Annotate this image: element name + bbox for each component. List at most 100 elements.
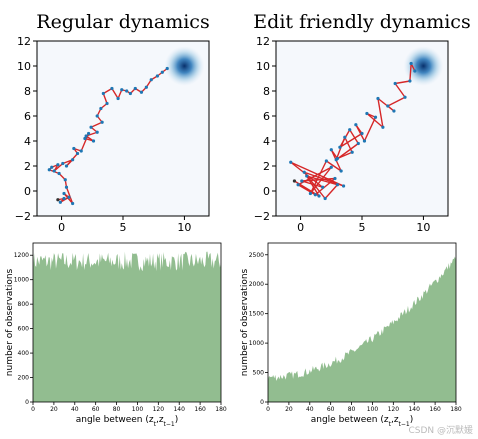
trajectory-point bbox=[47, 168, 51, 172]
trajectory-point bbox=[403, 95, 407, 99]
trajectory-point bbox=[91, 139, 96, 143]
trajectory-point bbox=[125, 89, 129, 93]
trajectory-point bbox=[354, 123, 358, 127]
target-distribution-1 bbox=[403, 46, 444, 86]
trajectory-point bbox=[62, 196, 66, 201]
x-tick-label: 100 bbox=[132, 406, 144, 413]
trajectory-point bbox=[64, 185, 69, 189]
trajectory-point bbox=[302, 170, 306, 174]
x-tick-label: 40 bbox=[71, 406, 79, 413]
trajectory-point bbox=[343, 135, 347, 139]
target-distribution-0 bbox=[164, 46, 205, 86]
trajectory-point bbox=[56, 163, 60, 167]
y-tick-label: 6 bbox=[263, 110, 270, 123]
trajectory-point bbox=[339, 169, 343, 173]
trajectory-point bbox=[386, 104, 390, 108]
x-tick-label: 80 bbox=[113, 406, 121, 413]
trajectory-point bbox=[393, 81, 397, 86]
y-tick-label: 4 bbox=[263, 135, 270, 148]
trajectory-point bbox=[329, 165, 333, 169]
y-tick-label: 0 bbox=[260, 399, 264, 406]
x-tick-label: 40 bbox=[306, 406, 314, 413]
y-tick-label: 800 bbox=[18, 301, 30, 308]
trajectory-point bbox=[72, 146, 76, 151]
x-tick-label: 160 bbox=[429, 406, 441, 413]
trajectory-point bbox=[79, 149, 83, 153]
y-tick-label: 500 bbox=[253, 370, 265, 377]
x-tick-label: 120 bbox=[388, 406, 400, 413]
chart-title: Regular dynamics bbox=[36, 11, 209, 33]
trajectory-point bbox=[296, 183, 300, 187]
trajectory-point bbox=[365, 111, 369, 116]
trajectory-point bbox=[308, 191, 312, 196]
trajectory-point bbox=[83, 136, 87, 141]
x-tick-label: 120 bbox=[153, 406, 165, 413]
trajectory-point bbox=[381, 125, 385, 129]
trajectory-point bbox=[300, 179, 304, 183]
trajectory-point bbox=[110, 86, 114, 91]
x-tick-label: 80 bbox=[348, 406, 356, 413]
trajectory-point bbox=[289, 160, 293, 164]
y-tick-label: 0 bbox=[24, 185, 31, 198]
trajectory-segment bbox=[65, 187, 74, 204]
y-tick-label: 6 bbox=[24, 110, 31, 123]
x-tick-label: 60 bbox=[327, 406, 335, 413]
trajectory-point bbox=[95, 130, 99, 134]
trajectory-segment bbox=[297, 184, 316, 196]
x-tick-label: 10 bbox=[416, 221, 430, 234]
trajectory-segment bbox=[309, 166, 332, 194]
trajectory-point bbox=[362, 139, 367, 143]
y-tick-label: 1500 bbox=[249, 311, 264, 318]
y-tick-label: 1000 bbox=[249, 340, 264, 347]
trajectory-point bbox=[409, 61, 413, 66]
trajectory-point bbox=[313, 193, 317, 197]
watermark: CSDN @沉默媛 bbox=[408, 424, 473, 436]
trajectory-point bbox=[323, 196, 327, 201]
y-tick-label: 8 bbox=[24, 85, 31, 98]
x-tick-label: 100 bbox=[367, 406, 379, 413]
y-tick-label: 0 bbox=[25, 399, 29, 406]
x-tick-label: 20 bbox=[50, 406, 58, 413]
trajectory-segment bbox=[297, 166, 332, 186]
trajectory-segment bbox=[325, 160, 342, 172]
plot-frame-2 bbox=[32, 242, 222, 403]
trajectory-point bbox=[120, 88, 124, 92]
trajectory-point bbox=[61, 161, 65, 166]
y-axis-label: number of observations bbox=[5, 268, 15, 376]
x-tick-label: 0 bbox=[297, 221, 304, 234]
trajectory-point bbox=[292, 179, 297, 183]
trajectory-segment bbox=[314, 177, 336, 196]
trajectory-segment bbox=[394, 83, 406, 98]
trajectory-segment bbox=[301, 180, 323, 188]
trajectory-point bbox=[57, 171, 61, 176]
y-tick-label: 2 bbox=[263, 160, 270, 173]
trajectory-point bbox=[62, 191, 66, 196]
trajectory-point bbox=[329, 148, 333, 152]
x-tick-label: 160 bbox=[194, 406, 206, 413]
trajectory-point bbox=[360, 131, 364, 136]
trajectory-point bbox=[128, 91, 132, 96]
histogram-bars-2 bbox=[33, 251, 221, 402]
y-tick-label: 0 bbox=[263, 185, 270, 198]
y-tick-label: 10 bbox=[17, 60, 31, 73]
y-axis-label: number of observations bbox=[240, 268, 250, 376]
trajectory-point bbox=[116, 96, 120, 101]
y-tick-label: 12 bbox=[17, 35, 31, 48]
trajectory-point bbox=[84, 134, 88, 138]
trajectory-point bbox=[317, 194, 321, 198]
x-tick-label: 0 bbox=[31, 406, 35, 413]
x-tick-label: 0 bbox=[266, 406, 270, 413]
trajectory-point bbox=[71, 158, 75, 162]
trajectory-point bbox=[392, 109, 396, 113]
y-tick-label: 2 bbox=[24, 160, 31, 173]
y-tick-label: −2 bbox=[15, 210, 31, 223]
x-tick-label: 10 bbox=[177, 221, 191, 234]
trajectory-point bbox=[376, 96, 380, 101]
x-axis-label: angle between (zt,zt−1) bbox=[311, 415, 414, 428]
chart-title: Edit friendly dynamics bbox=[253, 11, 470, 33]
trajectory-segment bbox=[366, 112, 384, 128]
trajectory-point bbox=[75, 151, 80, 156]
trajectory-point bbox=[87, 131, 91, 136]
y-tick-label: 8 bbox=[263, 85, 270, 98]
